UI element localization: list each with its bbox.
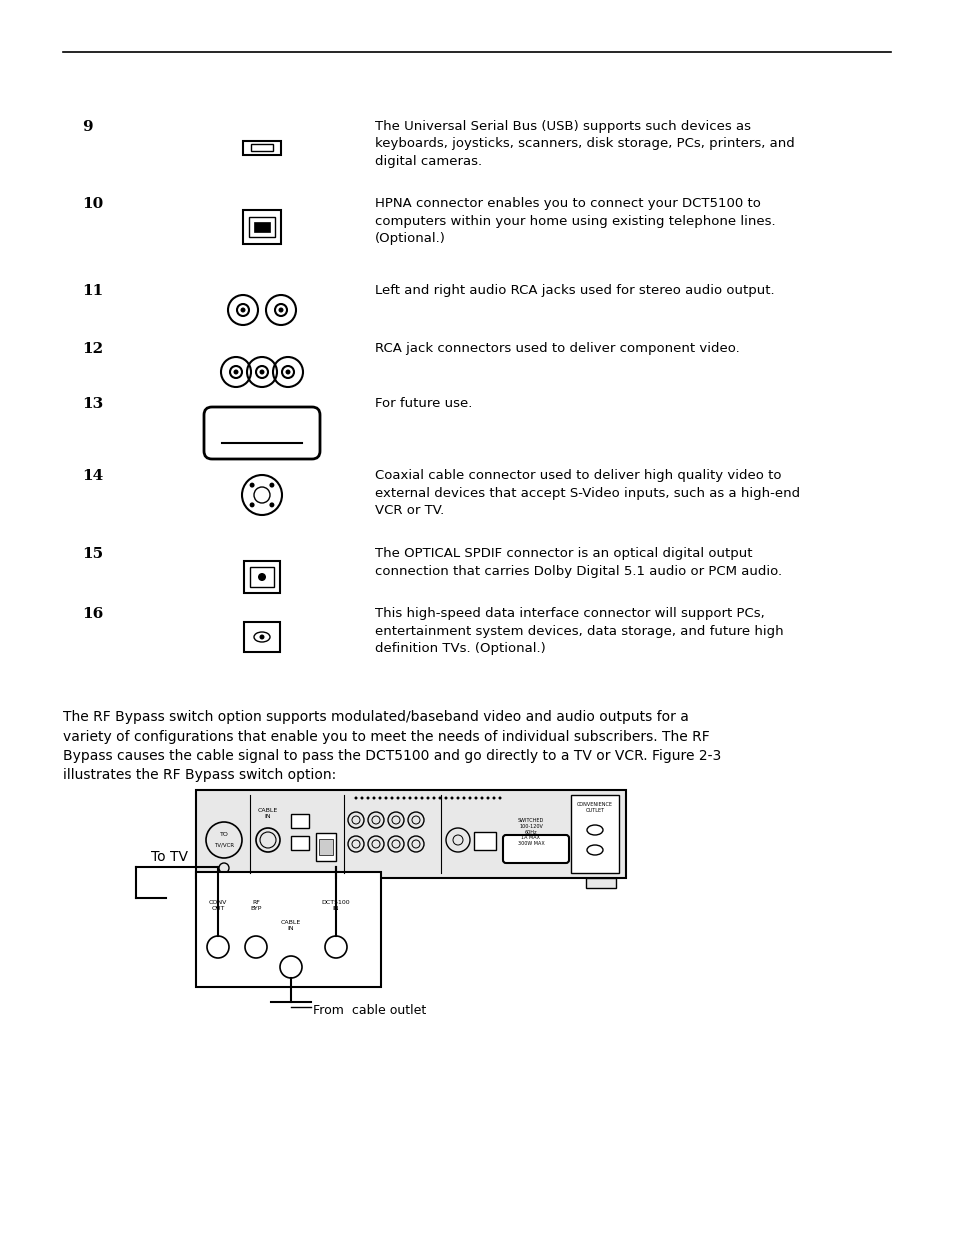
FancyBboxPatch shape [502,835,568,863]
Circle shape [269,503,274,508]
FancyBboxPatch shape [253,222,270,232]
Text: This high-speed data interface connector will support PCs,
entertainment system : This high-speed data interface connector… [375,606,782,655]
Text: 10: 10 [82,198,103,211]
Circle shape [492,797,495,799]
Text: DCT5100
IN: DCT5100 IN [321,900,350,910]
Circle shape [474,797,477,799]
Circle shape [396,797,399,799]
Text: CABLE
IN: CABLE IN [280,920,301,931]
FancyBboxPatch shape [215,878,246,888]
Circle shape [250,503,254,508]
Circle shape [390,797,393,799]
Text: 11: 11 [82,284,103,298]
Circle shape [438,797,441,799]
FancyBboxPatch shape [318,839,333,855]
Circle shape [498,797,501,799]
Circle shape [259,369,264,374]
Text: For future use.: For future use. [375,396,472,410]
Circle shape [384,797,387,799]
Circle shape [285,369,291,374]
FancyBboxPatch shape [243,210,281,245]
Circle shape [259,635,264,640]
FancyBboxPatch shape [243,141,281,156]
FancyBboxPatch shape [291,836,309,850]
Text: The RF Bypass switch option supports modulated/baseband video and audio outputs : The RF Bypass switch option supports mod… [63,710,720,783]
FancyBboxPatch shape [250,567,274,587]
Circle shape [372,797,375,799]
Text: 15: 15 [82,547,103,561]
Text: To TV: To TV [151,850,188,864]
Circle shape [250,483,254,488]
Circle shape [450,797,453,799]
Circle shape [426,797,429,799]
Text: CABLE
IN: CABLE IN [257,808,278,819]
Circle shape [278,308,283,312]
Circle shape [468,797,471,799]
Text: 9: 9 [82,120,92,135]
Text: TO: TO [219,832,228,837]
Circle shape [432,797,435,799]
FancyBboxPatch shape [315,832,335,861]
FancyBboxPatch shape [244,622,280,652]
Circle shape [456,797,459,799]
Circle shape [420,797,423,799]
Circle shape [269,483,274,488]
Circle shape [355,797,357,799]
FancyBboxPatch shape [474,832,496,850]
Text: From  cable outlet: From cable outlet [313,1004,426,1016]
FancyBboxPatch shape [249,217,274,237]
Text: 13: 13 [82,396,103,411]
Circle shape [462,797,465,799]
Text: TV/VCR: TV/VCR [213,842,233,847]
Text: HPNA connector enables you to connect your DCT5100 to
computers within your home: HPNA connector enables you to connect yo… [375,198,775,245]
Text: The Universal Serial Bus (USB) supports such devices as
keyboards, joysticks, sc: The Universal Serial Bus (USB) supports … [375,120,794,168]
Circle shape [402,797,405,799]
Circle shape [240,308,245,312]
FancyBboxPatch shape [585,878,616,888]
FancyBboxPatch shape [251,144,273,151]
Text: 12: 12 [82,342,103,356]
Circle shape [366,797,369,799]
Circle shape [378,797,381,799]
Circle shape [408,797,411,799]
FancyBboxPatch shape [571,795,618,873]
Text: RF
BYP: RF BYP [250,900,261,910]
Text: RCA jack connectors used to deliver component video.: RCA jack connectors used to deliver comp… [375,342,739,354]
Circle shape [233,369,238,374]
Circle shape [480,797,483,799]
Circle shape [486,797,489,799]
Text: The OPTICAL SPDIF connector is an optical digital output
connection that carries: The OPTICAL SPDIF connector is an optica… [375,547,781,578]
FancyBboxPatch shape [244,561,280,593]
FancyBboxPatch shape [204,408,319,459]
FancyBboxPatch shape [195,872,380,987]
Circle shape [257,573,266,580]
Circle shape [444,797,447,799]
Text: 16: 16 [82,606,103,621]
Circle shape [414,797,417,799]
Text: 14: 14 [82,469,103,483]
Text: SWITCHED
100-120V
60Hz
1A MAX
300W MAX: SWITCHED 100-120V 60Hz 1A MAX 300W MAX [517,818,544,846]
Text: Left and right audio RCA jacks used for stereo audio output.: Left and right audio RCA jacks used for … [375,284,774,296]
FancyBboxPatch shape [291,814,309,827]
Text: Coaxial cable connector used to deliver high quality video to
external devices t: Coaxial cable connector used to deliver … [375,469,800,517]
Text: CONV
OUT: CONV OUT [209,900,227,910]
FancyBboxPatch shape [195,790,625,878]
Circle shape [360,797,363,799]
Text: CONVENIENCE
OUTLET: CONVENIENCE OUTLET [577,802,613,813]
